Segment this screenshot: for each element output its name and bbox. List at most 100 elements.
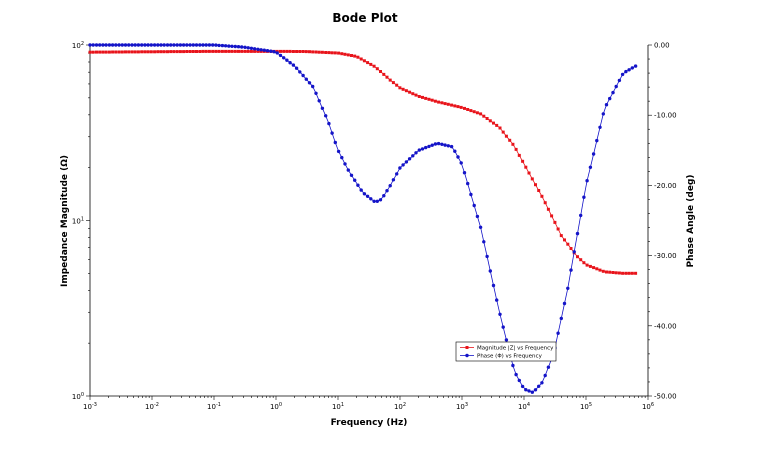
y-right-tick-label: -10.00 [654, 112, 677, 120]
data-point-phase [385, 189, 388, 192]
y-axis-left-ticks: 100 101 102 [72, 41, 90, 401]
data-point-phase [288, 61, 291, 64]
chart-title: Bode Plot [332, 11, 397, 25]
data-point-magnitude [398, 86, 401, 89]
data-point-phase [585, 179, 588, 182]
data-point-magnitude [466, 108, 469, 111]
data-point-magnitude [137, 50, 140, 53]
data-point-phase [292, 63, 295, 66]
data-point-magnitude [469, 109, 472, 112]
legend-marker-magnitude [466, 346, 469, 349]
data-point-magnitude [247, 50, 250, 53]
data-point-magnitude [337, 52, 340, 55]
data-point-magnitude [205, 50, 208, 53]
data-point-magnitude [189, 50, 192, 53]
x-tick-label: 101 [332, 402, 344, 411]
data-point-phase [182, 43, 185, 46]
data-point-magnitude [440, 101, 443, 104]
data-point-magnitude [344, 53, 347, 56]
y-axis-right-ticks: 0.00 -10.00 -20.00 -30.00 -40.00 -50.00 [648, 42, 677, 401]
data-point-magnitude [318, 51, 321, 54]
x-tick-label: 100 [270, 402, 282, 411]
data-point-magnitude [421, 96, 424, 99]
data-point-magnitude [589, 265, 592, 268]
data-point-phase [618, 79, 621, 82]
x-tick-label: 103 [456, 402, 468, 411]
data-point-phase [298, 70, 301, 73]
data-point-phase [176, 43, 179, 46]
data-point-phase [398, 166, 401, 169]
data-point-magnitude [515, 148, 518, 151]
data-point-phase [602, 112, 605, 115]
data-point-magnitude [389, 79, 392, 82]
data-point-magnitude [353, 55, 356, 58]
data-point-magnitude [340, 52, 343, 55]
data-point-phase [179, 43, 182, 46]
data-point-magnitude [534, 183, 537, 186]
series-line [90, 51, 636, 273]
data-point-phase [98, 43, 101, 46]
data-point-magnitude [140, 50, 143, 53]
x-tick-label: 105 [580, 402, 592, 411]
data-point-magnitude [476, 111, 479, 114]
data-point-magnitude [185, 50, 188, 53]
data-point-phase [605, 103, 608, 106]
data-point-phase [311, 85, 314, 88]
data-point-magnitude [195, 50, 198, 53]
data-point-magnitude [369, 63, 372, 66]
data-point-phase [159, 43, 162, 46]
data-point-magnitude [411, 92, 414, 95]
data-point-magnitude [618, 272, 621, 275]
y-left-tick-label: 102 [72, 41, 84, 50]
data-point-magnitude [327, 51, 330, 54]
data-point-magnitude [305, 50, 308, 53]
data-point-magnitude [457, 105, 460, 108]
data-point-magnitude [431, 99, 434, 102]
data-point-magnitude [179, 50, 182, 53]
data-point-phase [556, 332, 559, 335]
data-point-magnitude [202, 50, 205, 53]
series-phase [88, 43, 637, 394]
data-point-magnitude [550, 214, 553, 217]
data-point-magnitude [531, 177, 534, 180]
data-point-phase [256, 48, 259, 51]
data-point-phase [269, 50, 272, 53]
data-point-magnitude [218, 50, 221, 53]
data-point-phase [234, 45, 237, 48]
data-point-phase [353, 179, 356, 182]
data-point-phase [146, 43, 149, 46]
data-point-phase [492, 284, 495, 287]
data-point-magnitude [163, 50, 166, 53]
data-point-phase [569, 268, 572, 271]
data-point-phase [382, 194, 385, 197]
data-point-phase [498, 313, 501, 316]
x-axis-ticks: 10-3 10-2 10-1 100 101 102 103 104 105 106 [83, 396, 654, 411]
data-point-phase [363, 192, 366, 195]
data-point-phase [576, 232, 579, 235]
data-point-magnitude [153, 50, 156, 53]
data-point-magnitude [631, 272, 634, 275]
data-point-magnitude [499, 127, 502, 130]
data-point-phase [453, 150, 456, 153]
data-point-phase [427, 145, 430, 148]
data-point-magnitude [444, 102, 447, 105]
data-point-magnitude [518, 154, 521, 157]
data-point-phase [240, 45, 243, 48]
data-point-phase [114, 43, 117, 46]
data-point-phase [343, 162, 346, 165]
data-point-magnitude [282, 50, 285, 53]
data-point-phase [573, 250, 576, 253]
legend: Magnitude |Z| vs Frequency Phase (Φ) vs … [456, 342, 556, 361]
data-point-magnitude [586, 264, 589, 267]
x-tick-label: 106 [642, 402, 654, 411]
data-point-phase [469, 193, 472, 196]
data-point-magnitude [147, 50, 150, 53]
data-point-magnitude [576, 255, 579, 258]
data-point-phase [531, 391, 534, 394]
x-tick-label: 10-2 [145, 402, 159, 411]
data-point-magnitude [608, 271, 611, 274]
data-point-phase [95, 43, 98, 46]
data-point-magnitude [495, 124, 498, 127]
data-point-magnitude [169, 50, 172, 53]
data-point-magnitude [570, 247, 573, 250]
